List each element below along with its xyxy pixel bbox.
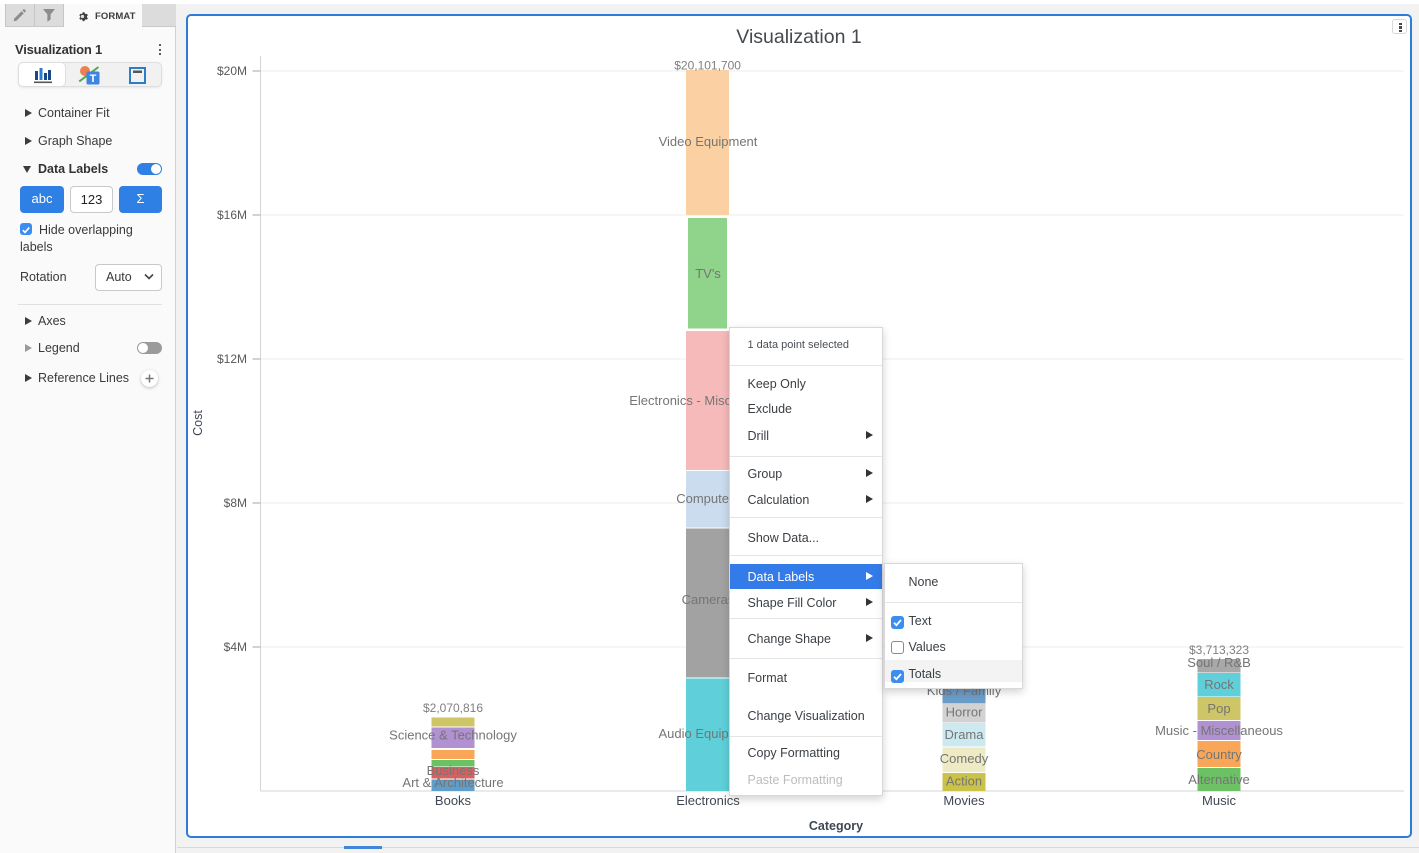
svg-text:$3,713,323: $3,713,323 [1189, 643, 1249, 657]
svg-text:Rock: Rock [1204, 677, 1234, 692]
svg-text:Books: Books [435, 793, 472, 808]
svg-text:Drama: Drama [944, 727, 984, 742]
svg-text:Computers: Computers [676, 491, 740, 506]
svg-text:$2,070,816: $2,070,816 [423, 701, 483, 715]
svg-text:Comedy: Comedy [940, 751, 989, 766]
svg-text:Cameras: Cameras [682, 592, 735, 607]
svg-text:$20M: $20M [217, 64, 247, 78]
svg-text:$12M: $12M [217, 352, 247, 366]
svg-text:$20,101,700: $20,101,700 [674, 59, 741, 73]
svg-text:Music: Music [1202, 793, 1236, 808]
svg-text:Art & Architecture: Art & Architecture [402, 775, 503, 790]
svg-text:Visualization 1: Visualization 1 [736, 26, 861, 48]
svg-text:Business: Business [427, 763, 480, 778]
svg-text:Movies: Movies [943, 793, 985, 808]
svg-text:Pop: Pop [1207, 701, 1230, 716]
svg-text:$4M: $4M [224, 640, 247, 654]
svg-text:Science & Technology: Science & Technology [389, 727, 517, 742]
svg-text:TV's: TV's [695, 266, 721, 281]
svg-text:Action: Action [946, 774, 982, 789]
svg-text:Video Equipment: Video Equipment [659, 134, 758, 149]
svg-text:Music - Miscellaneous: Music - Miscellaneous [1155, 723, 1283, 738]
svg-text:Category: Category [809, 819, 863, 833]
svg-text:Country: Country [1196, 747, 1242, 762]
svg-text:$8M: $8M [224, 496, 247, 510]
svg-text:Cost: Cost [191, 410, 205, 436]
svg-text:Electronics: Electronics [676, 793, 740, 808]
svg-text:Soul / R&B: Soul / R&B [1187, 655, 1251, 670]
svg-text:T: T [90, 73, 97, 85]
svg-text:$16M: $16M [217, 208, 247, 222]
svg-text:Alternative: Alternative [1188, 772, 1249, 787]
svg-text:Horror: Horror [946, 705, 984, 720]
